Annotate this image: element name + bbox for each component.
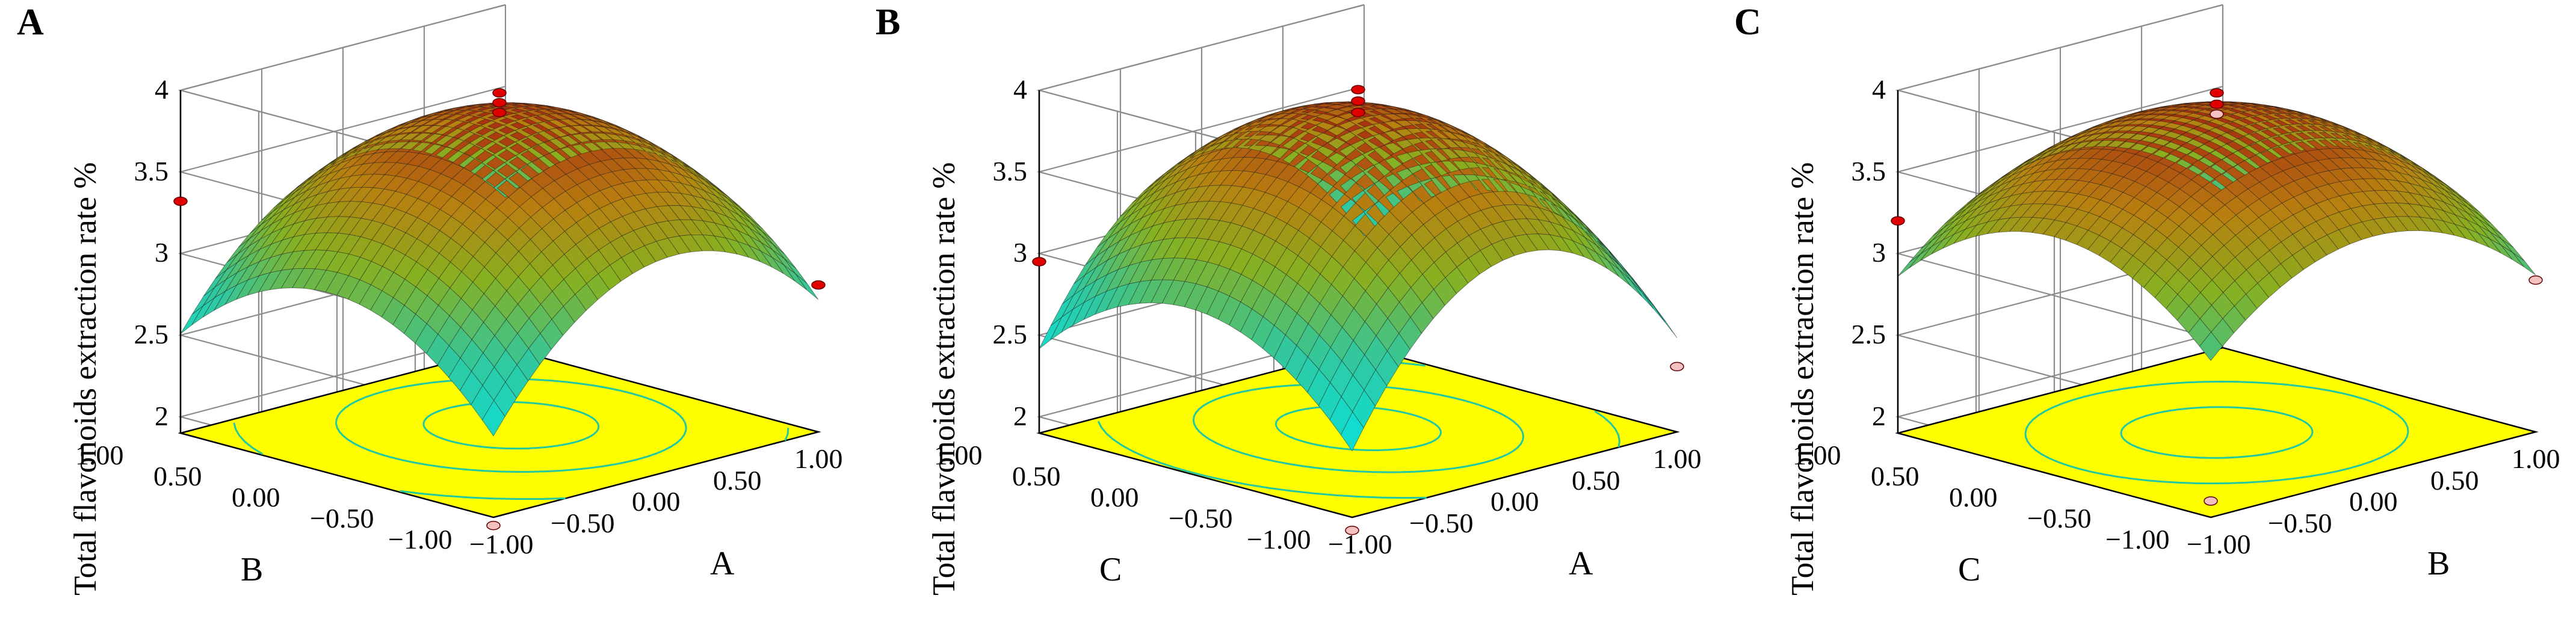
- chart-panel-b: 2 2.5 3 3.5 4 −1.00 −0.50 0.00 0.50 1.00 −1.00 −0.5…: [859, 0, 1717, 619]
- z-tick-label: 3: [155, 237, 168, 268]
- floor-contours: [2024, 380, 2409, 485]
- design-point: [1351, 85, 1365, 94]
- x-tick-label: 0.50: [2430, 464, 2479, 496]
- y-tick-label: −0.50: [2027, 503, 2092, 534]
- z-tick-label: 3.5: [1851, 155, 1886, 186]
- x-tick-label: −0.50: [2268, 507, 2332, 538]
- z-axis-label: Total flavonoids extraction rate %: [927, 162, 962, 596]
- y-tick-label: 0.50: [153, 461, 202, 491]
- z-tick-label: 2.5: [992, 319, 1028, 350]
- floor-plane: [1895, 346, 2539, 519]
- design-point: [492, 108, 507, 117]
- z-tick-label: 3.5: [134, 155, 169, 186]
- design-point: [486, 520, 501, 531]
- panel-label: B: [876, 2, 901, 43]
- design-point: [1351, 108, 1365, 117]
- x-tick-label: 0.00: [2349, 486, 2398, 517]
- y-tick-label: −1.00: [388, 524, 452, 555]
- y-tick-label: −1.00: [2105, 524, 2170, 555]
- y-tick-label: 0.50: [1012, 461, 1061, 491]
- z-tick-label: 3.5: [992, 155, 1028, 186]
- z-tick-label: 3: [1013, 237, 1027, 268]
- design-point: [1670, 362, 1684, 372]
- z-axis-label: Total flavonoids extraction rate %: [68, 162, 103, 596]
- panel-label: C: [1734, 2, 1761, 43]
- x-tick-label: −0.50: [551, 507, 615, 538]
- z-tick-label: 2: [1013, 400, 1027, 431]
- panel-label: A: [17, 2, 44, 43]
- design-point: [2528, 275, 2543, 285]
- z-tick-label: 2: [155, 400, 168, 431]
- x-tick-label: 1.00: [1653, 443, 1702, 474]
- design-point: [1351, 96, 1365, 106]
- y-tick-label: 0.00: [1949, 482, 1998, 513]
- design-point: [492, 97, 507, 108]
- design-point: [2210, 109, 2224, 119]
- design-point: [1032, 257, 1046, 266]
- y-tick-label: −1.00: [1247, 524, 1311, 555]
- y-axis-name: C: [1099, 551, 1122, 588]
- x-tick-label: 0.50: [1572, 464, 1620, 496]
- design-point: [2210, 99, 2224, 109]
- y-tick-label: 1.00: [1793, 440, 1841, 470]
- x-tick-label: 1.00: [794, 443, 843, 474]
- z-tick-label: 3: [1872, 237, 1886, 268]
- response-surface: [1039, 101, 1678, 452]
- z-tick-label: 2.5: [1851, 319, 1886, 350]
- surface-plot-c: [1891, 4, 2543, 519]
- y-axis-name: B: [241, 551, 264, 588]
- x-tick-label: −0.50: [1409, 507, 1474, 538]
- design-point: [1345, 525, 1359, 535]
- design-point: [173, 196, 188, 206]
- x-axis-name: A: [1569, 545, 1593, 582]
- x-tick-label: 1.00: [2512, 443, 2560, 474]
- x-tick-label: 0.00: [1490, 486, 1539, 517]
- y-tick-label: −0.50: [1169, 503, 1233, 534]
- y-tick-label: 0.00: [232, 482, 280, 513]
- chart-panel-c: 2 2.5 3 3.5 4 −1.00 −0.50 0.00 0.50 1.00 −1.00 −0.5…: [1717, 0, 2576, 619]
- y-tick-label: −0.50: [310, 503, 374, 534]
- y-tick-label: 1.00: [75, 440, 124, 470]
- y-axis-name: C: [1958, 551, 1981, 588]
- x-axis-name: B: [2427, 545, 2450, 582]
- x-axis-name: A: [710, 545, 735, 582]
- surface-plot-a: [173, 4, 826, 531]
- x-tick-label: 0.50: [713, 464, 762, 496]
- design-point: [2210, 88, 2224, 98]
- design-points: [1032, 85, 1684, 535]
- x-tick-label: −1.00: [2187, 529, 2251, 559]
- surface-plot-b: [1032, 4, 1684, 535]
- response-surface: [1897, 101, 2536, 362]
- z-tick-label: 2.5: [134, 319, 169, 350]
- z-axis-label: Total flavonoids extraction rate %: [1785, 162, 1820, 596]
- z-tick-label: 4: [155, 74, 168, 105]
- design-point: [811, 280, 826, 290]
- z-tick-label: 4: [1013, 74, 1027, 105]
- x-tick-label: −1.00: [469, 529, 534, 559]
- design-point: [1891, 216, 1905, 226]
- x-tick-label: −1.00: [1328, 529, 1392, 559]
- y-tick-label: 1.00: [934, 440, 983, 470]
- y-tick-label: 0.50: [1871, 461, 1920, 491]
- design-points: [1891, 88, 2543, 506]
- x-tick-label: 0.00: [632, 486, 681, 517]
- chart-panel-a: 2 2.5 3 3.5 4 −1.00 −0.50 0.00 0.50 1.00 −1.00 −0.5…: [0, 0, 859, 619]
- z-tick-label: 2: [1872, 400, 1886, 431]
- response-surface: [180, 102, 819, 437]
- design-point: [492, 88, 507, 98]
- design-points: [173, 88, 826, 531]
- design-point: [2204, 496, 2218, 506]
- z-tick-label: 4: [1872, 74, 1886, 105]
- y-tick-label: 0.00: [1090, 482, 1139, 513]
